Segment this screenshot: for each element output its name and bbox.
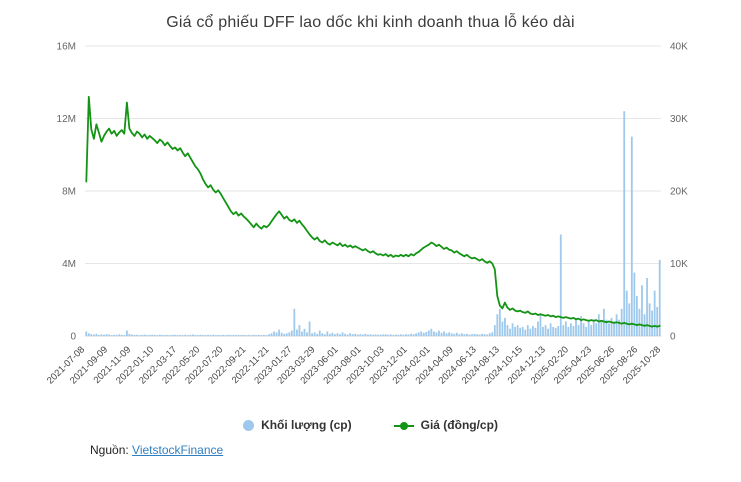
price-line-icon — [393, 420, 414, 431]
volume-circle-icon — [243, 419, 255, 431]
chart-title: Giá cổ phiếu DFF lao dốc khi kinh doanh … — [166, 14, 575, 31]
svg-text:4M: 4M — [62, 259, 76, 270]
svg-text:40K: 40K — [670, 42, 688, 53]
source-row: Nguồn: VietstockFinance — [90, 443, 741, 457]
chart-legend: Khối lượng (cp) Giá (đồng/cp) — [0, 413, 741, 437]
source-label: Nguồn: — [90, 443, 129, 457]
legend-volume-label: Khối lượng (cp) — [261, 418, 352, 432]
legend-price-label: Giá (đồng/cp) — [420, 418, 498, 432]
svg-text:12M: 12M — [57, 114, 76, 125]
chart-plot-area: 0 0 4M 10K 8M 20K 12M 30K 16M 40K 2021-07-08 2021-0… — [0, 32, 741, 411]
svg-text:0: 0 — [670, 332, 676, 343]
legend-item-volume[interactable]: Khối lượng (cp) — [243, 418, 352, 432]
svg-text:16M: 16M — [57, 42, 76, 53]
svg-text:30K: 30K — [670, 114, 688, 125]
svg-text:0: 0 — [70, 332, 76, 343]
source-link[interactable]: VietstockFinance — [132, 443, 224, 457]
legend-item-price[interactable]: Giá (đồng/cp) — [393, 418, 498, 432]
svg-text:10K: 10K — [670, 259, 688, 270]
svg-text:8M: 8M — [62, 187, 76, 198]
svg-text:20K: 20K — [670, 187, 688, 198]
